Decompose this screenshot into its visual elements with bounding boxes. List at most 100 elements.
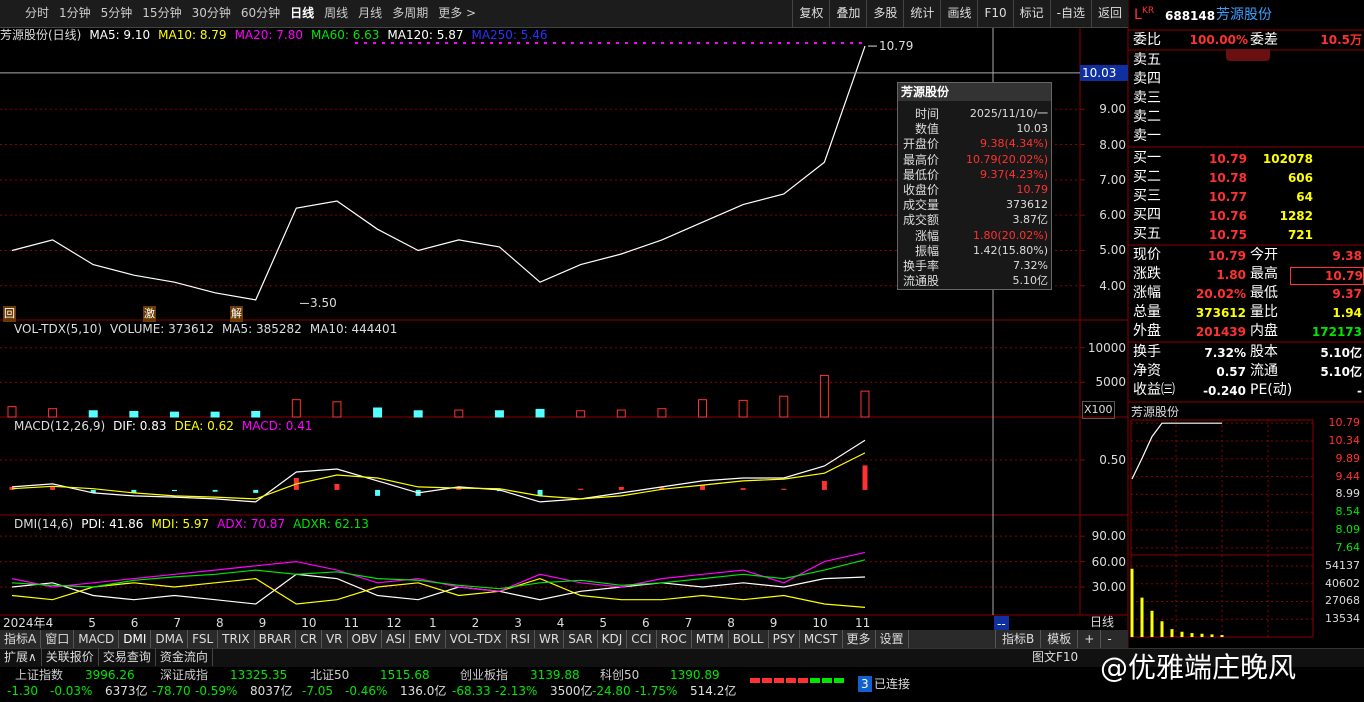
weicha-label: 委差	[1250, 32, 1278, 48]
toolbar-button[interactable]: 返回	[1090, 0, 1128, 27]
quote-value: -	[1357, 384, 1362, 398]
indicator-tab[interactable]: BOLL	[729, 630, 769, 648]
toolbar-button[interactable]: 复权	[792, 0, 829, 27]
ticker-value: 3139.88	[530, 668, 580, 682]
template-tab[interactable]: 模板	[1040, 630, 1077, 648]
period-tab[interactable]: 月线	[358, 6, 383, 20]
indicator-tab[interactable]: 更多	[843, 630, 876, 648]
quote-label: 内盘	[1250, 323, 1278, 339]
indicator-tab[interactable]: 设置	[876, 630, 909, 648]
ticker-name[interactable]: 上证指数	[15, 668, 64, 682]
indicator-tab[interactable]: CCI	[627, 630, 657, 648]
mini-y-label: 8.09	[1335, 523, 1361, 537]
stock-code: 688148	[1165, 9, 1216, 23]
legend-entry: MA5: 385282	[221, 322, 302, 336]
toolbar-button[interactable]: 统计	[903, 0, 940, 27]
indicator-tab[interactable]: KDJ	[598, 630, 628, 648]
ticker-pct: -2.13%	[495, 684, 538, 698]
x-tick-label: 11	[855, 616, 871, 630]
indicator-tab[interactable]: 窗口	[41, 630, 75, 648]
ticker-amount: 136.0亿	[400, 684, 447, 698]
ext-tab[interactable]: 扩展∧	[0, 648, 42, 666]
indicator-tab[interactable]: MTM	[692, 630, 729, 648]
tooltip-value: 1.80(20.02%)	[972, 228, 1048, 242]
indicator-tab[interactable]: 指标A	[0, 630, 42, 648]
quote-label: 总量	[1133, 304, 1161, 320]
ext-tab[interactable]: 关联报价	[42, 648, 99, 666]
period-tab[interactable]: 15分钟	[142, 6, 182, 20]
period-tab[interactable]: 更多 >	[438, 6, 477, 20]
tooltip-key: 最高价	[902, 152, 939, 167]
indicator-tab[interactable]: VR	[322, 630, 348, 648]
indicator-tab[interactable]: RSI	[507, 630, 536, 648]
event-marker[interactable]: 解	[230, 306, 243, 322]
ext-tab[interactable]: 交易查询	[99, 648, 156, 666]
ticker-name[interactable]: 北证50	[310, 668, 350, 682]
ticker-name[interactable]: 创业板指	[460, 668, 509, 682]
period-tab[interactable]: 多周期	[392, 6, 429, 20]
pane-legend: DMI(14,6) PDI: 41.86 MDI: 5.97 ADX: 70.87 AD…	[14, 516, 1089, 532]
toolbar-button[interactable]: -自选	[1049, 0, 1091, 27]
period-tab[interactable]: 5分钟	[100, 6, 133, 20]
period-tab[interactable]: 日线	[290, 6, 315, 20]
indicator-tab[interactable]: SAR	[564, 630, 598, 648]
indicator-tab[interactable]: CR	[296, 630, 322, 648]
indicator-tab[interactable]: FSL	[188, 630, 219, 648]
template-tab[interactable]: +	[1077, 630, 1100, 648]
indicator-tab[interactable]: EMV	[410, 630, 446, 648]
indicator-tab[interactable]: DMI	[119, 630, 152, 648]
indicator-tab[interactable]: WR	[535, 630, 565, 648]
x-tick-label: 2	[471, 616, 480, 630]
indicator-tab[interactable]: TRIX	[218, 630, 255, 648]
x-tick-label: 3	[514, 616, 522, 630]
breadth-cell	[822, 678, 832, 683]
ticker-amount: 3500亿	[550, 684, 593, 698]
indicator-tab[interactable]: PSY	[769, 630, 800, 648]
quote-label: 换手	[1133, 344, 1161, 360]
template-tab[interactable]: 指标B	[995, 630, 1040, 648]
template-tab[interactable]: -	[1100, 630, 1117, 648]
event-marker[interactable]: 回	[3, 306, 16, 322]
period-tab[interactable]: 60分钟	[240, 6, 281, 20]
ext-tab[interactable]: 资金流向	[156, 648, 213, 666]
indicator-tab[interactable]: MACD	[74, 630, 120, 648]
y-tick-label: 10000	[1087, 340, 1126, 355]
market-sup: KR	[1142, 6, 1155, 16]
tooltip-key: 收盘价	[902, 183, 939, 197]
legend-entry: MA60: 6.63	[311, 28, 380, 42]
indicator-tab[interactable]: MCST	[800, 630, 843, 648]
toolbar-button[interactable]: F10	[977, 0, 1012, 27]
ticker-name[interactable]: 科创50	[600, 668, 640, 682]
ask-label: 卖五	[1133, 52, 1161, 68]
breadth-cell	[834, 678, 844, 683]
toolbar-bg	[0, 0, 1128, 28]
indicator-tab[interactable]: ASI	[382, 630, 411, 648]
indicator-tab[interactable]: VOL-TDX	[446, 630, 507, 648]
period-tab[interactable]: 周线	[324, 6, 349, 20]
toolbar-button[interactable]: 画线	[940, 0, 977, 27]
period-tab[interactable]: 30分钟	[191, 6, 231, 20]
period-tab[interactable]: 1分钟	[59, 6, 91, 20]
volume-bar	[860, 390, 870, 418]
ticker-change: -7.05	[302, 684, 334, 698]
watermark: @优雅端庄晚风	[1100, 651, 1297, 684]
ask-label: 卖一	[1133, 128, 1161, 144]
indicator-tab[interactable]: DMA	[151, 630, 189, 648]
ticker-name[interactable]: 深证成指	[160, 668, 209, 682]
ext-right[interactable]: 图文F10	[1032, 650, 1079, 664]
mini-y-label: 8.54	[1335, 505, 1361, 519]
toolbar-button[interactable]: 标记	[1012, 0, 1050, 27]
period-tab[interactable]: 分时	[25, 6, 50, 20]
x-tick-label: 8	[216, 616, 224, 630]
volume-bar	[698, 399, 708, 418]
ticker-change: -78.70	[152, 684, 191, 698]
y-tick-label: 0.50	[1099, 453, 1126, 468]
indicator-tab[interactable]: BRAR	[255, 630, 297, 648]
event-marker[interactable]: 激	[143, 306, 156, 322]
indicator-tab[interactable]: OBV	[348, 630, 383, 648]
toolbar-button[interactable]: 多股	[866, 0, 903, 27]
mini-vol-label: 27068	[1325, 594, 1360, 608]
indicator-tab[interactable]: ROC	[657, 630, 692, 648]
toolbar-button[interactable]: 叠加	[829, 0, 866, 27]
quote-value: 9.37	[1332, 287, 1362, 301]
